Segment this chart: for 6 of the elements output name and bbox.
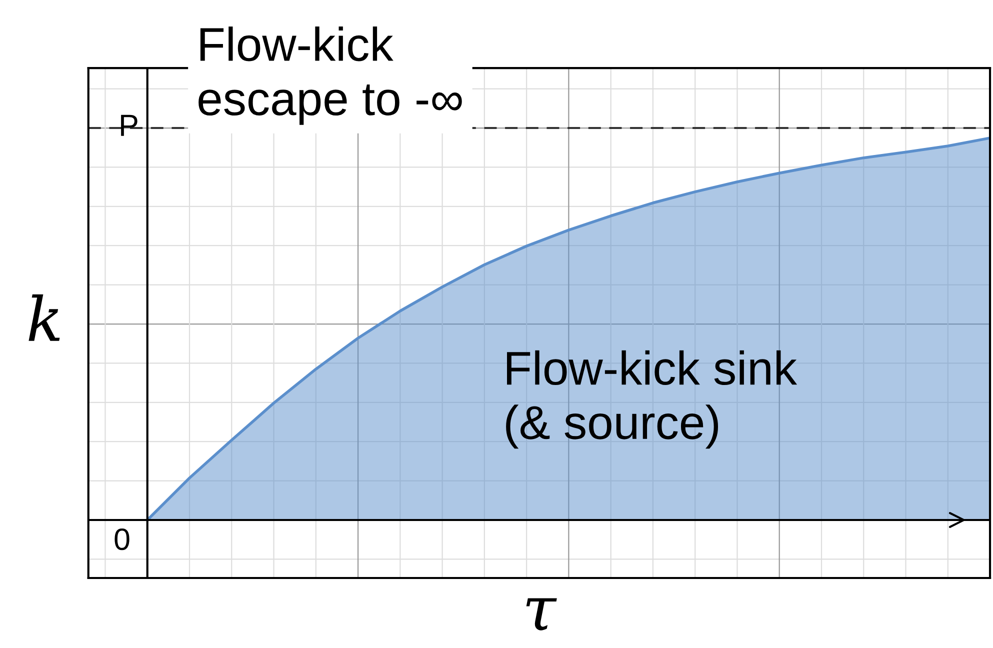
text: 0 [114,528,130,550]
y-axis-title: k [28,294,60,341]
ref-line-label: P [121,114,138,136]
text: Flow-kick escape to -∞ [198,26,462,125]
annotation: Flow-kick sink (& source) [506,350,798,449]
x-axis-title: τ [526,598,557,630]
